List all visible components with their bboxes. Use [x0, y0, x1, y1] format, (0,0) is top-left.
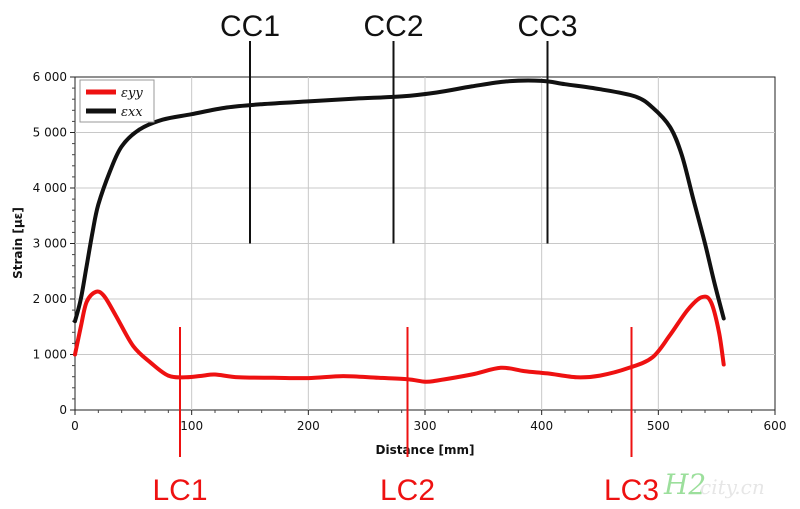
series-lines	[73, 78, 726, 384]
legend-box	[79, 79, 155, 123]
y-tick-label: 4 000	[33, 181, 67, 195]
callout-label-lc2: LC2	[380, 474, 435, 507]
x-tick-label: 500	[647, 419, 670, 433]
callout-label-cc3: CC3	[517, 10, 577, 43]
callout-markers: CC1 CC2 CC3 LC1 LC2 LC3	[152, 10, 659, 507]
y-axis-ticks: 0 1 000 2 000 3 000 4 000 5 000 6 000	[33, 70, 75, 417]
y-tick-label: 0	[59, 403, 67, 417]
callout-label-lc1: LC1	[152, 474, 207, 507]
y-axis-title: Strain [με]	[11, 207, 25, 279]
x-tick-label: 600	[764, 419, 787, 433]
y-tick-label: 2 000	[33, 292, 67, 306]
series-line-eyy	[73, 289, 726, 384]
x-tick-label: 200	[297, 419, 320, 433]
grid-lines	[75, 77, 775, 410]
x-axis-title: Distance [mm]	[376, 443, 475, 457]
legend-label-exx: εxx	[121, 105, 143, 120]
series-line-exx	[73, 78, 726, 324]
x-tick-label: 300	[414, 419, 437, 433]
y-tick-label: 6 000	[33, 70, 67, 84]
y-tick-label: 3 000	[33, 237, 67, 251]
callout-label-cc1: CC1	[220, 10, 280, 43]
watermark: H2 city.cn	[663, 468, 765, 501]
x-tick-label: 0	[71, 419, 79, 433]
x-axis-ticks: 0 100 200 300 400 500 600	[71, 410, 786, 433]
y-tick-label: 5 000	[33, 126, 67, 140]
y-tick-label: 1 000	[33, 348, 67, 362]
watermark-logo: H2	[663, 468, 706, 501]
callout-label-cc2: CC2	[363, 10, 423, 43]
x-tick-label: 400	[530, 419, 553, 433]
watermark-domain: city.cn	[700, 475, 765, 499]
legend-label-eyy: εyy	[121, 86, 143, 101]
x-tick-label: 100	[180, 419, 203, 433]
legend: εyy εxx	[79, 79, 155, 123]
callout-label-lc3: LC3	[604, 474, 659, 507]
